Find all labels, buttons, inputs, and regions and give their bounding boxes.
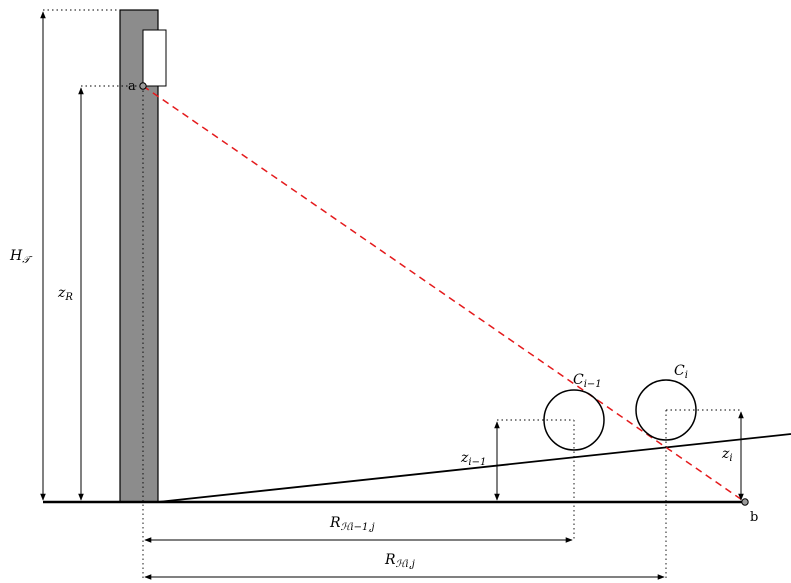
terrain-slope bbox=[157, 433, 791, 503]
point-a-label: a bbox=[128, 79, 136, 94]
circle-c-i-minus-1 bbox=[543, 389, 605, 451]
tower bbox=[119, 9, 159, 503]
label-z-i-minus-1: zi−1 bbox=[460, 450, 486, 468]
point-b bbox=[741, 498, 749, 506]
label-c-i: Ci bbox=[674, 363, 688, 381]
circle-c-i bbox=[635, 379, 697, 441]
label-r-h-i: Rℋi,j bbox=[384, 552, 415, 570]
label-z-r: zR bbox=[57, 285, 73, 303]
label-r-h-i-minus-1: Rℋi−1,j bbox=[329, 515, 375, 533]
line-of-sight bbox=[142, 85, 746, 503]
guide-lines bbox=[43, 9, 741, 580]
point-a bbox=[139, 82, 147, 90]
label-h-t: H𝒯 bbox=[9, 248, 33, 266]
point-b-label: b bbox=[750, 510, 758, 525]
label-c-i-minus-1: Ci−1 bbox=[573, 372, 602, 390]
label-z-i: zi bbox=[721, 446, 733, 464]
antenna-panel bbox=[142, 29, 167, 87]
